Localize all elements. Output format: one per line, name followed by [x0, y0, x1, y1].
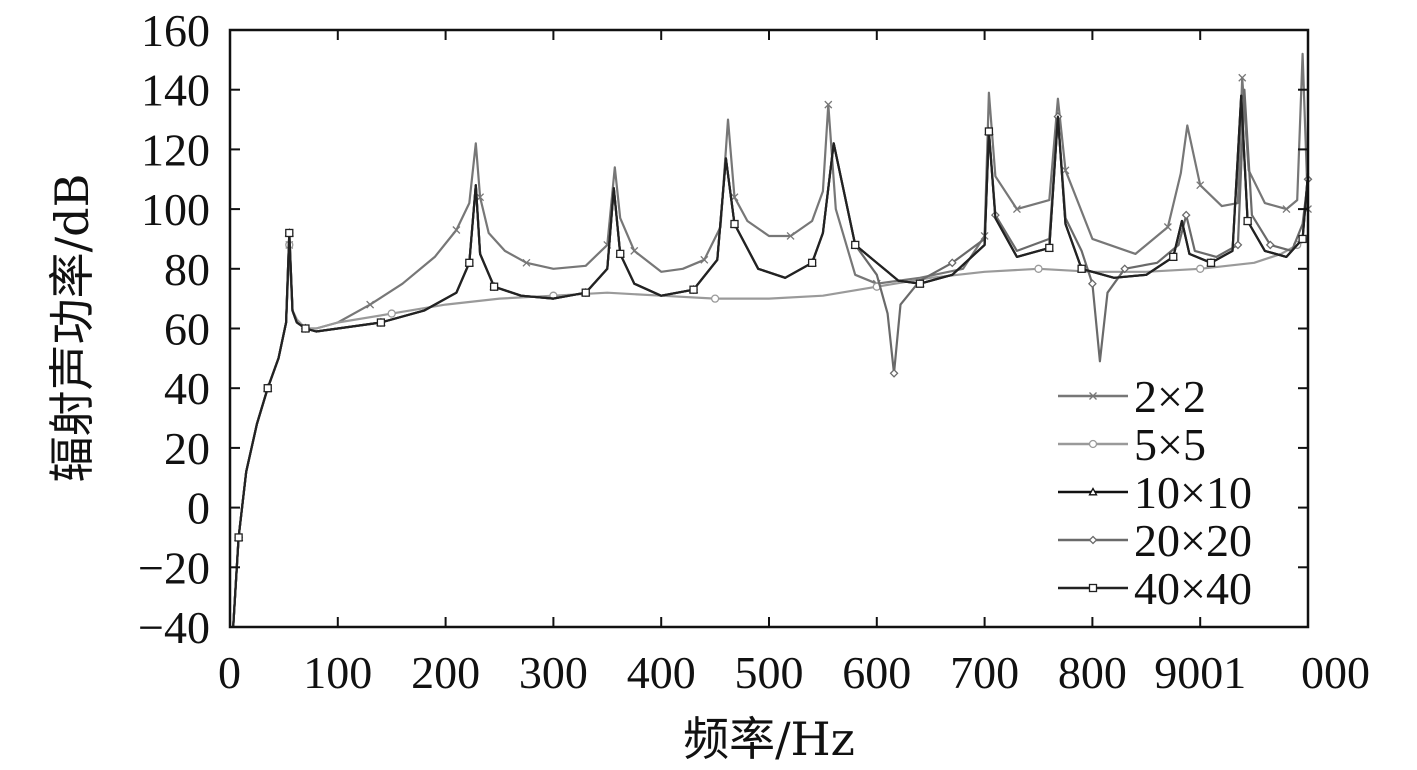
series-4-point-22: [581, 288, 590, 297]
x-axis-title: 频率/Hz: [683, 712, 855, 766]
legend-label-1: 5×5: [1134, 419, 1206, 470]
series-0-point-13: [366, 300, 375, 309]
legend-label-2: 10×10: [1134, 467, 1252, 518]
legend-marker-3: [1088, 535, 1098, 545]
series-4-point-49: [1077, 264, 1086, 273]
series-1-point-28: [1196, 264, 1205, 273]
series-4-point-58: [1243, 216, 1252, 226]
series-4-point-31: [730, 219, 739, 229]
x-tick-label-6: 600: [842, 647, 911, 698]
y-tick-label-10: 160: [141, 5, 210, 56]
legend-label-0: 2×2: [1134, 371, 1206, 422]
y-tick-label-1: −20: [138, 542, 210, 593]
series-0-point-31: [700, 255, 709, 264]
x-tick-label-8: 800: [1058, 647, 1127, 698]
y-tick-label-6: 80: [164, 244, 210, 295]
y-tick-label-2: 0: [187, 483, 210, 534]
series-0-point-58-b: [1196, 181, 1205, 190]
series-0-point-37: [786, 232, 795, 240]
series-4-point-16: [465, 258, 474, 267]
series-3-point-43: [947, 258, 957, 268]
series-0-point-13-b: [366, 300, 375, 309]
legend-marker-4: [1088, 583, 1098, 593]
x-tick-label-9: 9001: [1154, 647, 1246, 698]
series-0-point-40: [824, 100, 833, 109]
series-0-point-22: [522, 258, 531, 267]
series-3-point-64: [1265, 240, 1275, 250]
y-axis-title: 辐射声功率/dB: [45, 174, 99, 483]
series-1-point-25: [1034, 264, 1043, 273]
y-tick-label-5: 60: [164, 304, 210, 355]
y-tick-label-0: −40: [138, 602, 210, 653]
x-tick-label-1: 100: [303, 647, 372, 698]
series-4-point-34: [807, 258, 817, 267]
y-tick-label-9: 140: [141, 65, 210, 116]
series-0-point-61: [1238, 73, 1247, 82]
series-3-point-52: [1087, 279, 1097, 289]
series-1-point-19: [710, 294, 720, 303]
legend-marker-0-b: [1089, 392, 1097, 400]
series-0-point-16-b: [452, 226, 461, 234]
series-4-point-10: [301, 324, 310, 333]
y-tick-label-3: 20: [164, 423, 210, 474]
x-tick-label-3: 300: [519, 647, 588, 698]
x-tick-label-2: 200: [411, 647, 480, 698]
series-0-point-49-b: [1012, 205, 1021, 214]
series-4-point-55: [1206, 258, 1216, 267]
x-tick-label-0: 0: [218, 647, 241, 698]
series-4-point-40: [915, 279, 925, 288]
series-1-point-13: [387, 309, 396, 318]
legend-label-3: 20×20: [1134, 515, 1252, 566]
series-0-point-55: [1163, 223, 1172, 231]
series-0-point-64-b: [1282, 205, 1291, 214]
series-3-point-58: [1181, 210, 1191, 220]
series-0-point-40-b: [824, 100, 833, 109]
series-4-point-19: [489, 282, 499, 291]
series-4-point-46: [1045, 243, 1054, 253]
series-4-point-7: [285, 228, 294, 238]
series-3-point-40: [889, 368, 899, 378]
legend-marker-1: [1088, 439, 1098, 449]
series-0-point-61-b: [1238, 73, 1247, 82]
x-tick-label-5: 500: [735, 647, 804, 698]
series-layer: [232, 52, 1313, 628]
series-4-point-4: [263, 384, 272, 393]
series-3-point-55: [1120, 264, 1130, 274]
series-0-point-55-b: [1163, 223, 1172, 231]
series-4-point-43: [984, 127, 994, 136]
series-4-point-1: [234, 533, 243, 542]
series-4-point-13: [376, 318, 386, 327]
series-0-point-16: [452, 226, 461, 234]
legend-label-4: 40×40: [1134, 563, 1252, 614]
series-0-point-28: [630, 246, 639, 255]
series-4: [232, 94, 1310, 628]
y-tick-label-7: 100: [141, 184, 210, 235]
series-0-point-22-b: [522, 258, 531, 267]
x-tick-label-10: 000: [1301, 647, 1370, 698]
series-4-point-37: [851, 240, 860, 250]
series-0-point-28-b: [630, 246, 639, 255]
series-3-point-61: [1233, 240, 1243, 250]
legend-marker-0: [1089, 392, 1097, 400]
series-4-point-61: [1298, 234, 1307, 244]
series-0-point-58: [1196, 181, 1205, 190]
ticks-layer: 0 100 200 300 400 500 600 700 800 9001 000 −40 −20 0 2…: [138, 5, 1370, 698]
series-0-point-64: [1282, 205, 1291, 214]
legend-marker-2: [1088, 487, 1098, 496]
series-0-point-31-b: [700, 255, 709, 264]
series-0-point-37-b: [786, 232, 795, 240]
x-tick-label-7: 700: [950, 647, 1019, 698]
series-4-point-28: [689, 285, 698, 294]
y-tick-label-8: 120: [141, 124, 210, 175]
x-tick-label-4: 400: [627, 647, 696, 698]
series-4-point-52: [1169, 252, 1178, 262]
y-tick-label-4: 40: [164, 363, 210, 414]
series-4-point-25: [616, 249, 625, 259]
series-0-point-49: [1012, 205, 1021, 214]
